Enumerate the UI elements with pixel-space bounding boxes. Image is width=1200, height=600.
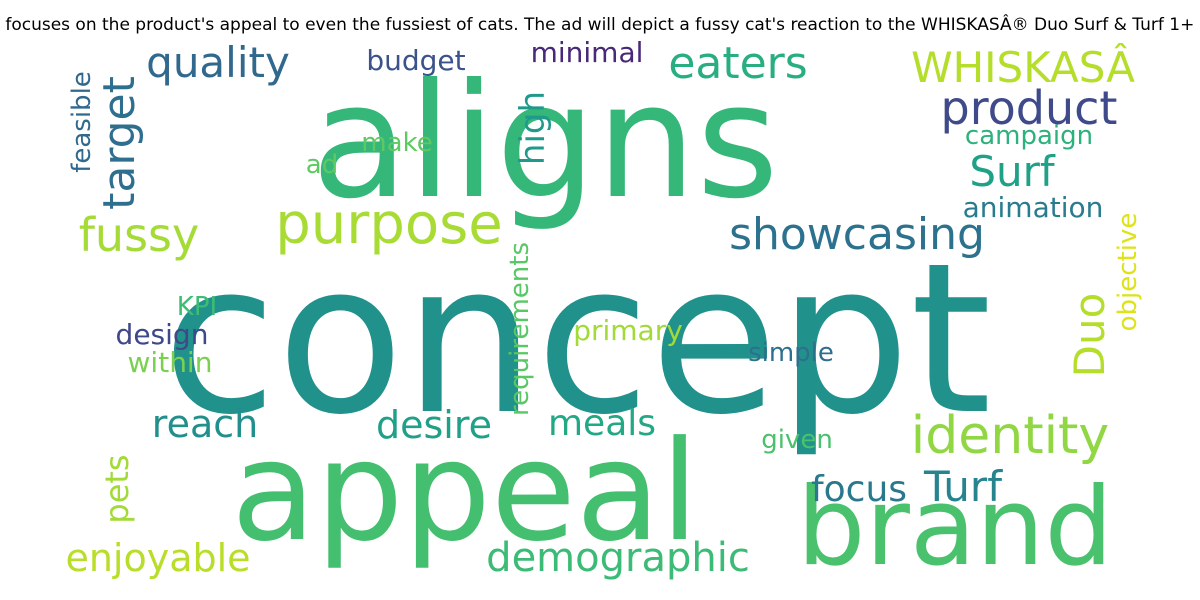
word-pets: pets [98, 454, 136, 524]
word-showcasing: showcasing [729, 209, 985, 260]
word-campaign: campaign [964, 121, 1094, 151]
word-feasible: feasible [67, 71, 97, 173]
word-within: within [127, 346, 213, 379]
word-demographic: demographic [486, 535, 750, 581]
word-desire: desire [375, 403, 493, 447]
word-minimal: minimal [530, 36, 644, 69]
word-concept: concept [162, 219, 992, 461]
word-duo: Duo [1065, 292, 1114, 378]
word-product: product [940, 81, 1118, 135]
word-fussy: fussy [78, 208, 200, 262]
figure-title: pt focuses on the product's appeal to ev… [0, 15, 1200, 35]
word-given: given [761, 425, 833, 455]
word-whiskas: WHISKASÂ [911, 43, 1135, 92]
word-design: design [115, 318, 209, 351]
word-make: make [361, 128, 433, 158]
word-budget: budget [366, 44, 466, 77]
word-brand: brand [796, 465, 1114, 590]
word-focus: focus [810, 469, 908, 510]
word-requirements: requirements [505, 242, 535, 416]
word-appeal: appeal [231, 411, 699, 572]
word-ad: ad [305, 150, 339, 180]
word-high: high [513, 90, 553, 166]
word-animation: animation [962, 191, 1104, 224]
word-identity: identity [910, 406, 1110, 466]
word-surf: Surf [969, 147, 1055, 196]
word-quality: quality [146, 38, 290, 87]
word-enjoyable: enjoyable [65, 536, 251, 580]
word-eaters: eaters [668, 38, 808, 89]
word-primary: primary [573, 314, 683, 347]
word-kpi: KPI [176, 292, 218, 322]
word-reach: reach [151, 402, 259, 446]
word-objective: objective [1113, 212, 1143, 332]
word-turf: Turf [924, 462, 1002, 511]
word-meals: meals [547, 403, 657, 444]
word-aligns: aligns [311, 50, 779, 234]
word-purpose: purpose [275, 192, 503, 257]
word-target: target [94, 76, 145, 210]
word-simple: simple [748, 338, 834, 368]
